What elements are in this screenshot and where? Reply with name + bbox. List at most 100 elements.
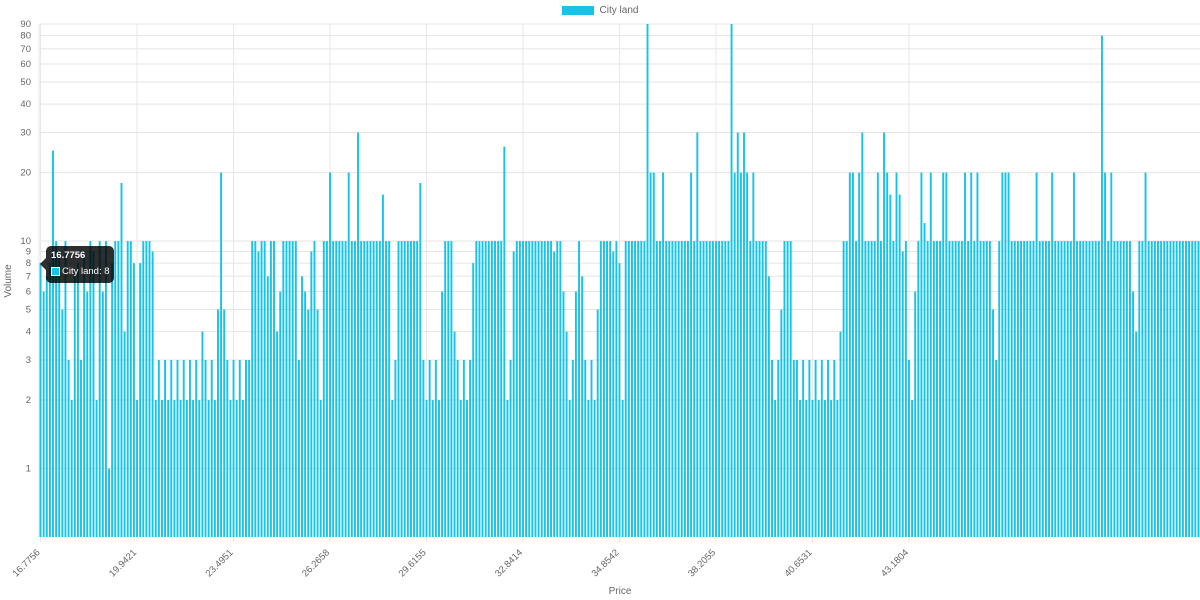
bar[interactable] (310, 251, 313, 537)
bar[interactable] (80, 359, 82, 537)
bar[interactable] (319, 400, 322, 537)
bar[interactable] (369, 241, 372, 537)
bar[interactable] (288, 241, 291, 537)
bar[interactable] (998, 241, 1001, 537)
bar[interactable] (929, 172, 932, 537)
bar[interactable] (680, 241, 683, 537)
bar[interactable] (528, 241, 531, 537)
bar[interactable] (400, 241, 403, 537)
bar[interactable] (494, 241, 496, 537)
bar[interactable] (777, 359, 780, 537)
bar[interactable] (658, 241, 661, 537)
bar[interactable] (870, 241, 873, 537)
bar[interactable] (711, 241, 714, 537)
bar[interactable] (771, 359, 773, 537)
bar[interactable] (540, 241, 543, 537)
bar[interactable] (668, 241, 671, 537)
bar[interactable] (665, 241, 668, 537)
bar[interactable] (64, 241, 67, 537)
bar[interactable] (1107, 241, 1110, 537)
bar[interactable] (571, 359, 574, 537)
bar[interactable] (995, 359, 998, 537)
bar[interactable] (416, 241, 419, 537)
bar[interactable] (353, 241, 356, 537)
bar[interactable] (92, 251, 95, 537)
bar[interactable] (453, 331, 456, 537)
bar[interactable] (475, 241, 478, 537)
bar[interactable] (1063, 241, 1066, 537)
bar[interactable] (1072, 172, 1075, 537)
bar[interactable] (1085, 241, 1088, 537)
bar[interactable] (1132, 291, 1135, 537)
bar[interactable] (185, 400, 188, 537)
bar[interactable] (332, 241, 335, 537)
bar[interactable] (911, 400, 914, 537)
bar[interactable] (291, 241, 294, 537)
bar[interactable] (111, 263, 114, 537)
bar[interactable] (690, 172, 693, 537)
bar[interactable] (223, 309, 226, 537)
bar[interactable] (992, 309, 994, 537)
bar[interactable] (276, 331, 279, 537)
bar[interactable] (307, 309, 310, 537)
bar[interactable] (730, 24, 733, 537)
bar[interactable] (188, 359, 191, 537)
bar[interactable] (238, 359, 241, 537)
bar[interactable] (52, 150, 54, 537)
bar[interactable] (1166, 241, 1169, 537)
bar[interactable] (394, 359, 397, 537)
bar[interactable] (1181, 241, 1184, 537)
bar[interactable] (173, 400, 176, 537)
bar[interactable] (1060, 241, 1063, 537)
bar[interactable] (335, 241, 338, 537)
bar[interactable] (802, 359, 805, 537)
bar[interactable] (652, 172, 655, 537)
bar[interactable] (1169, 241, 1172, 537)
bar[interactable] (210, 359, 213, 537)
bar[interactable] (378, 241, 381, 537)
bar[interactable] (792, 359, 795, 537)
bar[interactable] (842, 241, 845, 537)
bar[interactable] (431, 400, 434, 537)
bar[interactable] (148, 241, 151, 537)
bar[interactable] (615, 241, 618, 537)
bar[interactable] (98, 241, 101, 537)
bar[interactable] (251, 241, 254, 537)
bar[interactable] (170, 359, 173, 537)
bar[interactable] (1191, 241, 1194, 537)
bar[interactable] (677, 241, 680, 537)
bar[interactable] (61, 309, 64, 537)
bar[interactable] (848, 172, 851, 537)
bar[interactable] (945, 172, 948, 537)
bar[interactable] (553, 251, 556, 537)
bar[interactable] (241, 400, 244, 537)
bar[interactable] (811, 400, 814, 537)
bar[interactable] (640, 241, 643, 537)
bar[interactable] (481, 241, 484, 537)
bar[interactable] (873, 241, 876, 537)
bar[interactable] (273, 241, 275, 537)
bar[interactable] (490, 241, 493, 537)
bar[interactable] (406, 241, 409, 537)
bar[interactable] (814, 359, 817, 537)
bar[interactable] (1035, 172, 1038, 537)
bar[interactable] (450, 241, 453, 537)
bar[interactable] (799, 400, 801, 537)
bar[interactable] (497, 241, 500, 537)
bar[interactable] (381, 194, 384, 537)
bar[interactable] (441, 291, 444, 537)
bar[interactable] (157, 359, 160, 537)
bar[interactable] (606, 241, 609, 537)
bar[interactable] (746, 172, 749, 537)
bar[interactable] (964, 172, 966, 537)
bar[interactable] (1135, 331, 1138, 537)
bar[interactable] (67, 359, 70, 537)
bar[interactable] (845, 241, 848, 537)
bar[interactable] (581, 276, 584, 537)
bar[interactable] (1157, 241, 1159, 537)
bar[interactable] (95, 400, 98, 537)
bar[interactable] (630, 241, 633, 537)
bar[interactable] (808, 359, 811, 537)
bar[interactable] (1032, 241, 1035, 537)
bar[interactable] (574, 291, 577, 537)
